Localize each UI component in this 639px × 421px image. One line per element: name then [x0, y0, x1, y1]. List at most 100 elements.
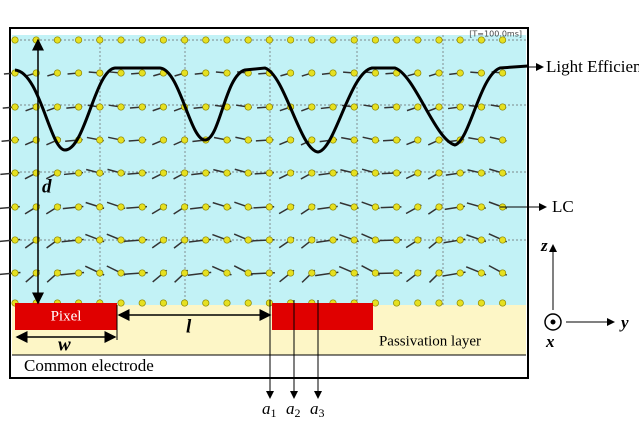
director-head	[287, 136, 295, 144]
director-head	[371, 299, 379, 307]
symbol: a	[262, 399, 271, 418]
x-axis-dot	[550, 319, 556, 325]
director-head	[96, 236, 104, 244]
director-head	[499, 36, 507, 44]
director-head	[181, 236, 189, 244]
director-head	[117, 69, 125, 77]
director-head	[138, 236, 146, 244]
subscript: 1	[271, 406, 277, 420]
director-head	[117, 299, 125, 307]
director-head	[287, 236, 295, 244]
director-head	[499, 69, 507, 77]
director-head	[223, 203, 231, 211]
director-head	[223, 236, 231, 244]
director-head	[456, 236, 464, 244]
director-head	[414, 103, 422, 111]
director-head	[456, 36, 464, 44]
director-head	[202, 236, 210, 244]
l-label: l	[186, 316, 192, 337]
director-head	[181, 136, 189, 144]
director-head	[96, 169, 104, 177]
director-head	[371, 103, 379, 111]
director-head	[223, 299, 231, 307]
director-head	[244, 36, 252, 44]
subscript: 3	[319, 406, 325, 420]
director-head	[159, 269, 167, 277]
director-head	[456, 203, 464, 211]
director-head	[181, 36, 189, 44]
director-head	[117, 203, 125, 211]
director-head	[202, 299, 210, 307]
director-head	[181, 169, 189, 177]
director-head	[96, 36, 104, 44]
director-head	[117, 269, 125, 277]
director-head	[223, 136, 231, 144]
director-head	[202, 69, 210, 77]
director-head	[329, 203, 337, 211]
director-head	[244, 169, 252, 177]
director-head	[393, 169, 401, 177]
director-head	[371, 36, 379, 44]
subscript: 2	[295, 406, 301, 420]
director-head	[477, 36, 485, 44]
director-head	[75, 103, 83, 111]
director-head	[414, 299, 422, 307]
director-head	[265, 169, 273, 177]
symbol: a	[286, 399, 295, 418]
director-head	[329, 236, 337, 244]
director-head	[456, 169, 464, 177]
director-head	[477, 203, 485, 211]
director-head	[117, 103, 125, 111]
director-head	[308, 169, 316, 177]
director-head	[287, 69, 295, 77]
director-head	[138, 269, 146, 277]
director-head	[456, 103, 464, 111]
director-head	[308, 103, 316, 111]
director-head	[159, 203, 167, 211]
director-head	[11, 169, 19, 177]
director-head	[287, 169, 295, 177]
director-head	[159, 103, 167, 111]
director-head	[393, 103, 401, 111]
director-head	[393, 203, 401, 211]
director-head	[138, 69, 146, 77]
director-head	[414, 269, 422, 277]
director-head	[202, 103, 210, 111]
director-head	[308, 136, 316, 144]
director-head	[329, 69, 337, 77]
director-head	[350, 203, 358, 211]
director-head	[499, 103, 507, 111]
director-head	[159, 169, 167, 177]
director-head	[350, 236, 358, 244]
director-head	[477, 136, 485, 144]
director-head	[456, 269, 464, 277]
director-head	[75, 169, 83, 177]
symbol: a	[310, 399, 319, 418]
director-head	[181, 299, 189, 307]
director-head	[265, 299, 273, 307]
director-head	[371, 203, 379, 211]
director-head	[138, 169, 146, 177]
director-head	[138, 36, 146, 44]
time-stamp: [T=100.0ms]	[469, 30, 522, 39]
director-head	[287, 203, 295, 211]
director-head	[350, 36, 358, 44]
director-head	[159, 236, 167, 244]
director-head	[499, 236, 507, 244]
director-head	[265, 136, 273, 144]
director-head	[202, 269, 210, 277]
pixel-label: Pixel	[51, 308, 82, 324]
director-head	[223, 269, 231, 277]
director-head	[456, 299, 464, 307]
director-head	[499, 169, 507, 177]
director-head	[393, 269, 401, 277]
director-head	[371, 136, 379, 144]
director-head	[435, 236, 443, 244]
director-head	[350, 69, 358, 77]
director-head	[202, 36, 210, 44]
director-head	[159, 36, 167, 44]
director-head	[96, 269, 104, 277]
director-head	[117, 136, 125, 144]
director-head	[11, 203, 19, 211]
